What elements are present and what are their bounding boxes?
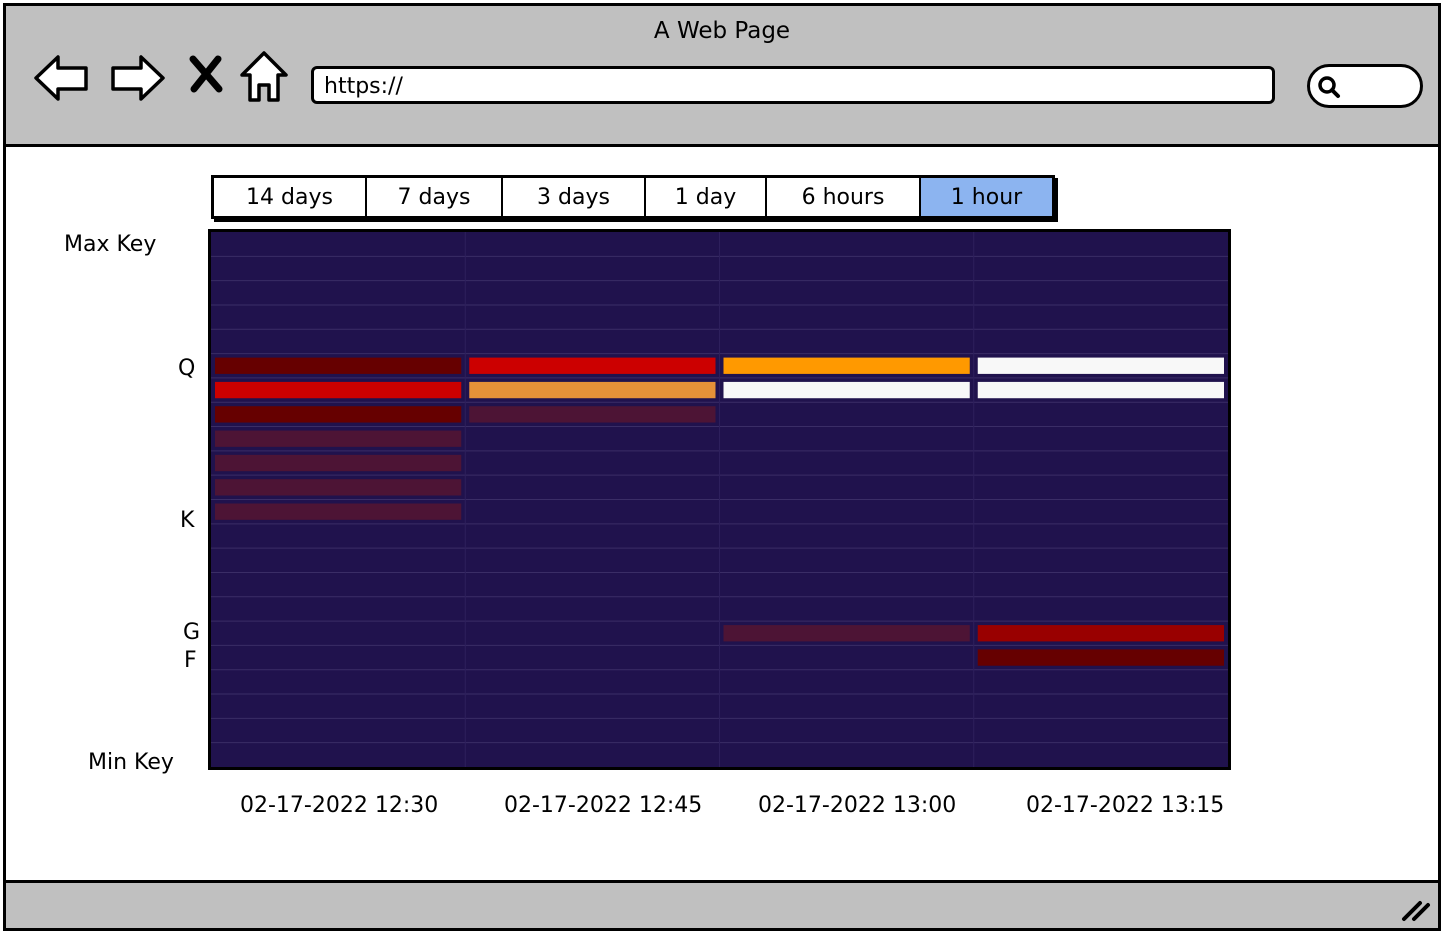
search-box[interactable] <box>1307 64 1423 108</box>
tab-14-days[interactable]: 14 days <box>214 178 367 216</box>
heatmap-cell[interactable] <box>215 479 462 496</box>
key-heatmap <box>208 229 1231 770</box>
y-label-g: G <box>183 620 201 645</box>
heatmap-cell[interactable] <box>469 381 716 399</box>
url-text: https:// <box>324 74 403 99</box>
browser-titlebar: A Web Page https:// <box>6 6 1438 147</box>
heatmap-cell[interactable] <box>215 503 462 520</box>
url-bar[interactable]: https:// <box>311 66 1275 104</box>
resize-handle-icon[interactable] <box>1400 897 1432 923</box>
tab-1-day[interactable]: 1 day <box>646 178 767 216</box>
heatmap-cell[interactable] <box>977 649 1224 666</box>
heatmap-cell[interactable] <box>215 381 462 399</box>
back-arrow-icon[interactable] <box>32 51 92 105</box>
heatmap-cell[interactable] <box>977 625 1224 642</box>
x-label-4: 02-17-2022 13:15 <box>1026 793 1225 818</box>
y-label-min-key: Min Key <box>88 750 174 775</box>
x-label-1: 02-17-2022 12:30 <box>240 793 439 818</box>
home-icon[interactable] <box>238 48 290 106</box>
tab-6-hours[interactable]: 6 hours <box>767 178 921 216</box>
y-label-max-key: Max Key <box>64 232 157 257</box>
heatmap-cell[interactable] <box>215 430 462 447</box>
search-icon <box>1318 76 1340 98</box>
tab-1-hour[interactable]: 1 hour <box>921 178 1052 216</box>
heatmap-cell[interactable] <box>977 381 1224 399</box>
browser-statusbar <box>6 880 1438 928</box>
heatmap-cell[interactable] <box>723 357 970 374</box>
forward-arrow-icon[interactable] <box>107 51 167 105</box>
tab-3-days[interactable]: 3 days <box>503 178 646 216</box>
y-label-q: Q <box>178 356 196 381</box>
heatmap-cell[interactable] <box>215 406 462 423</box>
heatmap-cell[interactable] <box>723 625 970 642</box>
y-label-f: F <box>184 648 197 673</box>
x-label-3: 02-17-2022 13:00 <box>758 793 957 818</box>
heatmap-cell[interactable] <box>977 357 1224 374</box>
heatmap-cell[interactable] <box>215 454 462 472</box>
heatmap-cell[interactable] <box>469 406 716 423</box>
time-range-tabs: 14 days 7 days 3 days 1 day 6 hours 1 ho… <box>211 175 1055 219</box>
tab-7-days[interactable]: 7 days <box>367 178 503 216</box>
y-label-k: K <box>180 508 195 533</box>
close-x-icon[interactable] <box>186 54 226 94</box>
heatmap-cell[interactable] <box>215 357 462 374</box>
heatmap-cell[interactable] <box>723 381 970 399</box>
heatmap-cell[interactable] <box>469 357 716 374</box>
page-title: A Web Page <box>653 18 791 44</box>
x-label-2: 02-17-2022 12:45 <box>504 793 703 818</box>
